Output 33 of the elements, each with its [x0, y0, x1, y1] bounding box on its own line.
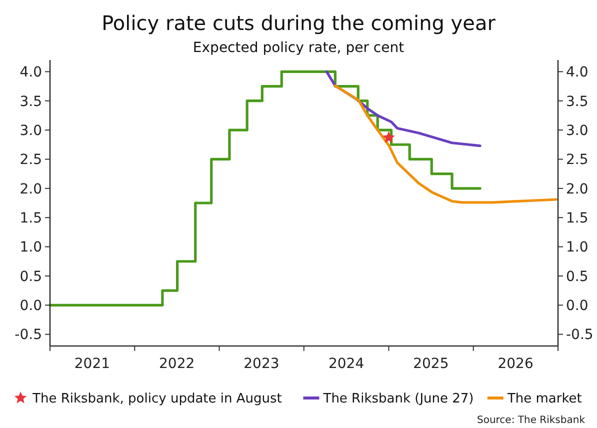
y2-tick-label: 0.0 [566, 298, 588, 314]
y2-tick-label: 3.0 [566, 122, 588, 139]
x-tick-label: 2025 [413, 356, 449, 372]
legend-label: The Riksbank, policy update in August [32, 392, 282, 407]
y2-tick-label: 4.0 [566, 64, 588, 81]
x-tick-label: 2026 [498, 356, 534, 372]
line-series [334, 84, 558, 204]
x-tick-label: 2021 [74, 356, 110, 372]
y2-tick-label: -0.5 [566, 327, 594, 344]
y2-tick-label: 2.0 [566, 181, 588, 198]
x-tick-label: 2022 [159, 356, 195, 372]
y-tick-label: 4.0 [20, 64, 42, 81]
y-tick-label: 2.5 [20, 152, 42, 168]
y2-tick-label: 0.5 [566, 268, 588, 285]
y-tick-label: 3.0 [20, 122, 42, 139]
y-tick-label: -0.5 [14, 327, 42, 344]
x-tick-label: 2023 [244, 356, 280, 372]
chart-title: Policy rate cuts during the coming year [102, 11, 496, 35]
y-tick-label: 0.5 [20, 268, 42, 285]
y-tick-label: 1.0 [20, 240, 42, 256]
legend-label: The Riksbank (June 27) [322, 392, 474, 407]
x-tick-label: 2024 [328, 356, 364, 372]
source-note: Source: The Riksbank [476, 415, 586, 426]
chart-subtitle: Expected policy rate, per cent [192, 40, 405, 56]
legend-label: The market [506, 392, 582, 407]
y2-tick-label: 1.0 [566, 240, 588, 256]
y-tick-label: 1.5 [20, 210, 42, 226]
y2-tick-label: 1.5 [566, 210, 588, 226]
y2-tick-label: 3.5 [566, 94, 588, 110]
y-tick-label: 3.5 [20, 94, 42, 110]
y-tick-label: 2.0 [20, 181, 42, 198]
y2-tick-label: 2.5 [566, 152, 588, 168]
y-tick-label: 0.0 [20, 298, 42, 314]
